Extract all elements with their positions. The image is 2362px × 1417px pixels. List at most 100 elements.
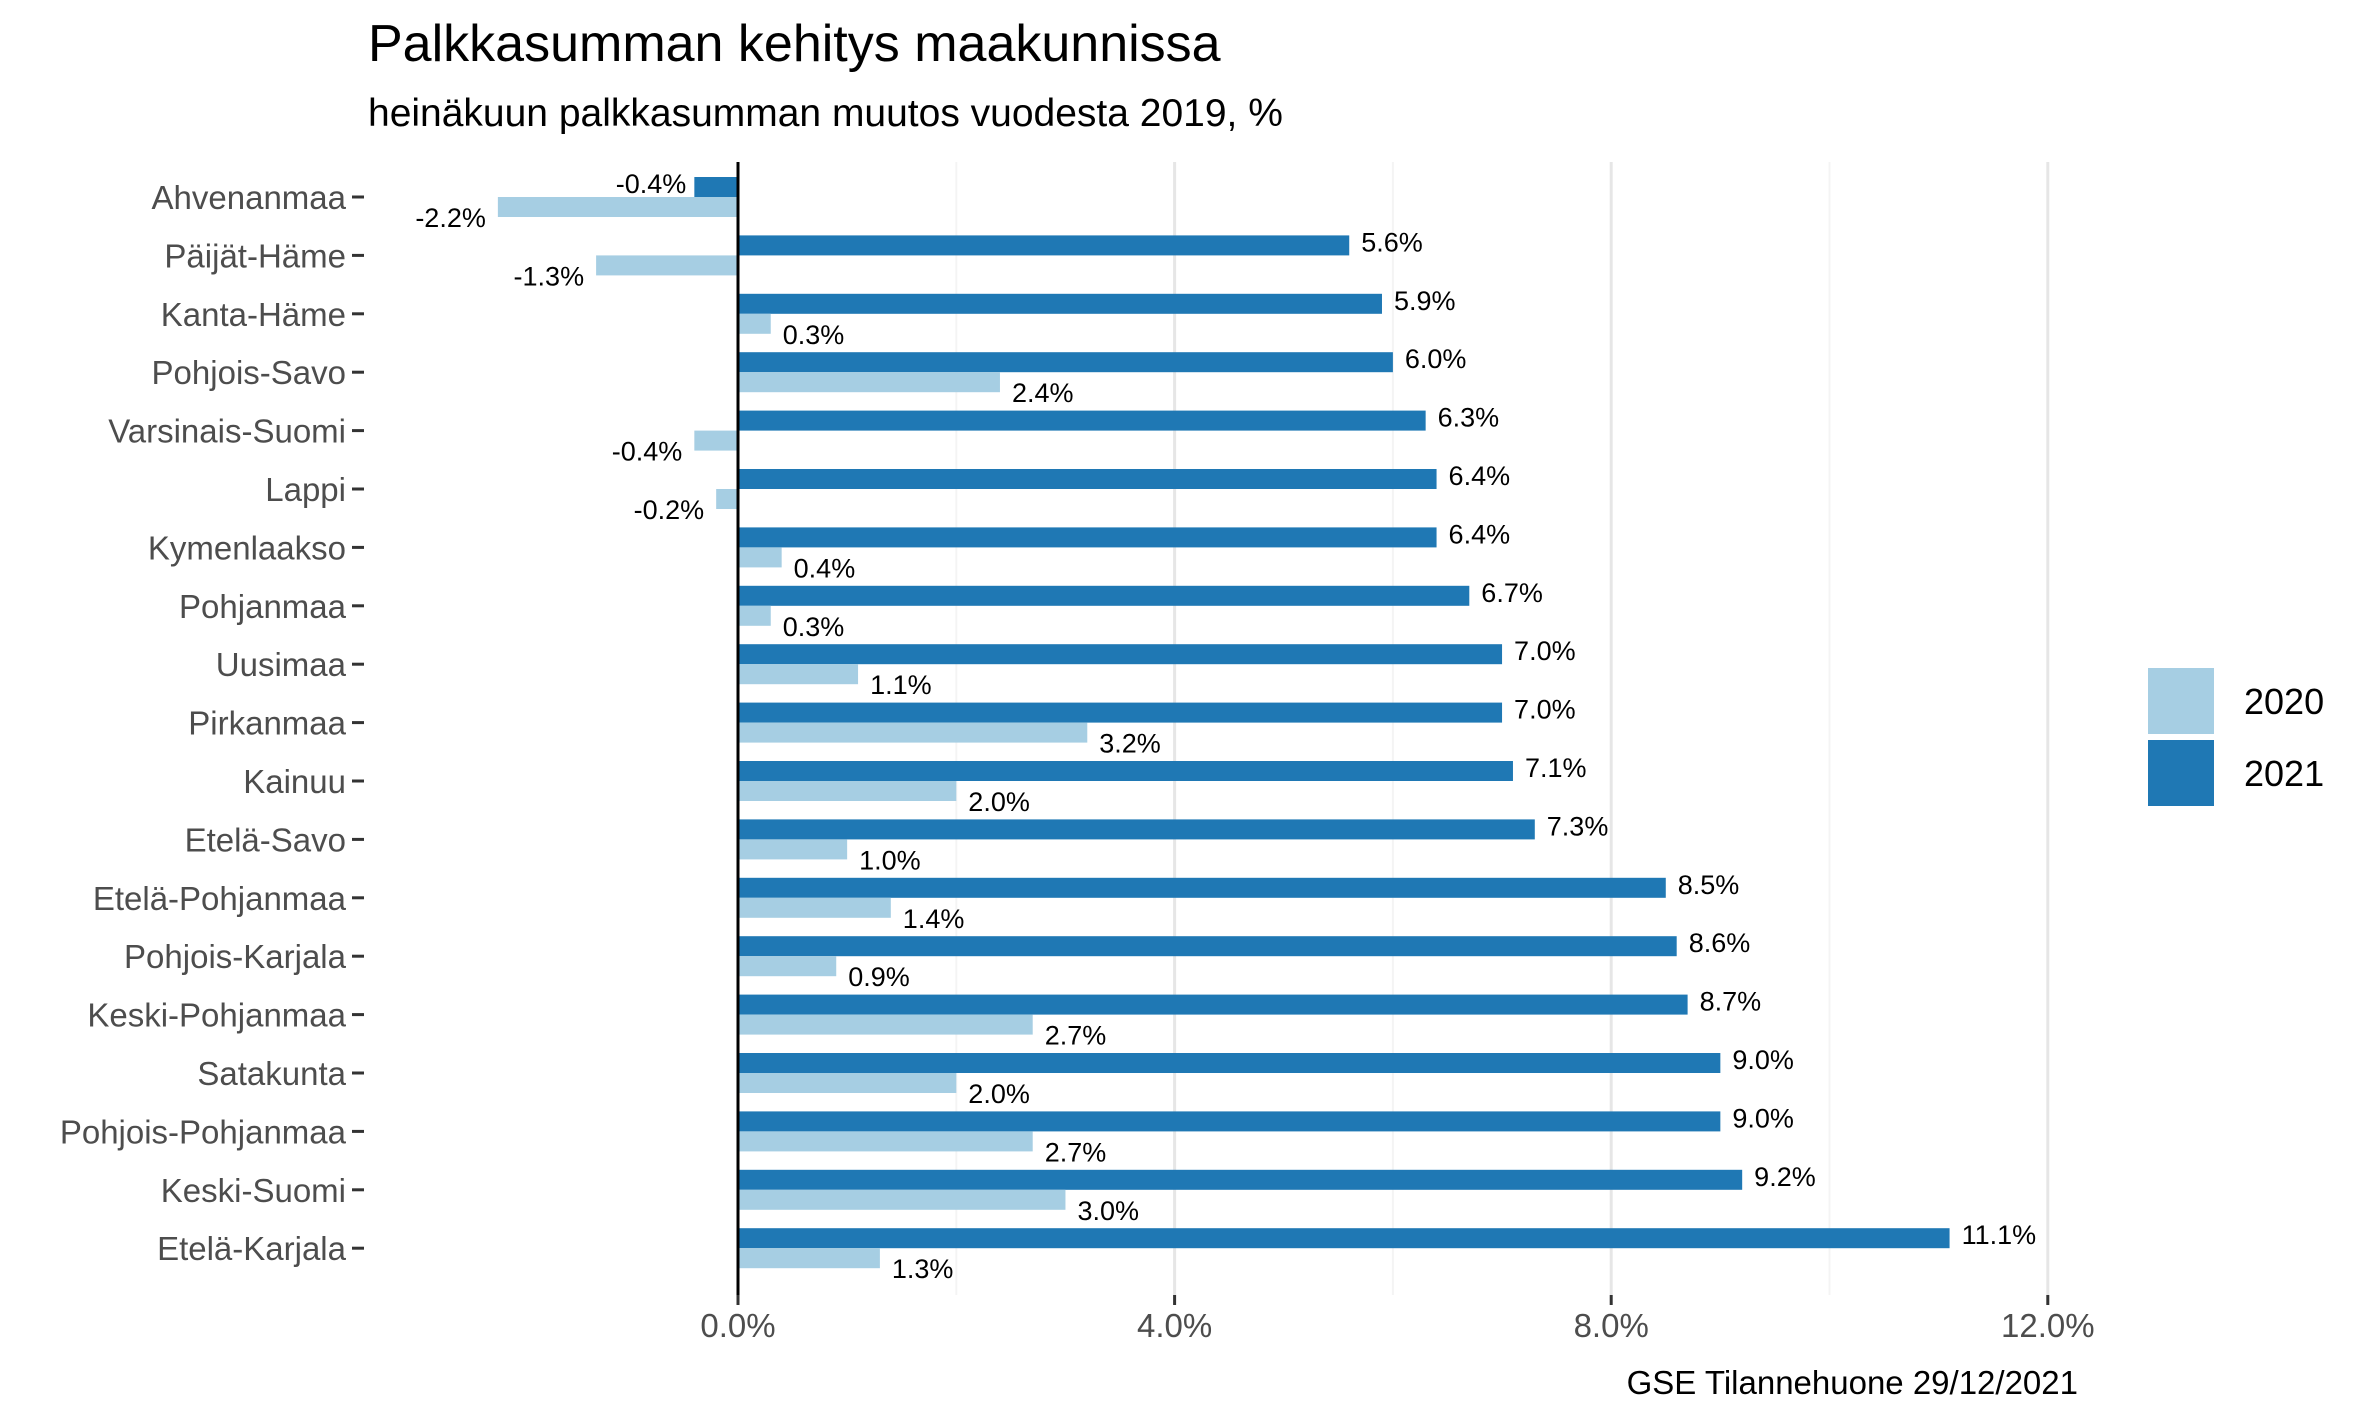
x-tick-label: 12.0% [2001, 1307, 2095, 1344]
data-label-2021: 6.4% [1449, 461, 1511, 491]
bar-2020 [738, 313, 771, 334]
category-label: Keski-Pohjanmaa [87, 997, 346, 1034]
bar-2020 [738, 547, 782, 568]
data-label-2021: 6.3% [1438, 403, 1500, 433]
bar-2021 [738, 761, 1513, 781]
legend-label-2021: 2021 [2244, 753, 2324, 794]
category-label: Keski-Suomi [161, 1172, 346, 1209]
bar-2021 [738, 352, 1393, 373]
data-label-2021: 7.1% [1525, 753, 1587, 783]
data-label-2020: 2.7% [1045, 1137, 1107, 1167]
legend-swatch-2020 [2148, 668, 2214, 734]
data-label-2020: 1.1% [870, 670, 932, 700]
bar-2021 [738, 410, 1426, 431]
data-label-2021: 8.5% [1678, 870, 1740, 900]
data-label-2020: 1.0% [859, 845, 921, 875]
category-label: Varsinais-Suomi [108, 413, 346, 450]
bar-2021 [738, 1111, 1721, 1132]
data-label-2020: 2.0% [968, 1079, 1030, 1109]
data-label-2021: 5.6% [1361, 227, 1423, 257]
bar-2020 [738, 897, 891, 918]
bar-2021 [738, 1228, 1950, 1249]
data-label-2020: 0.3% [783, 612, 845, 642]
bar-2020 [738, 372, 1000, 393]
chart-title: Palkkasumman kehitys maakunnissa [368, 15, 1221, 73]
bar-2021 [738, 527, 1437, 548]
data-label-2020: -0.2% [634, 495, 705, 525]
data-label-2020: 2.0% [968, 787, 1030, 817]
category-label: Päijät-Häme [164, 237, 346, 274]
bar-2020 [497, 197, 738, 217]
bar-2020 [738, 956, 837, 977]
bar-2020 [738, 781, 957, 801]
data-label-2020: -2.2% [415, 203, 486, 233]
bar-2021 [738, 819, 1535, 840]
data-label-2020: -0.4% [612, 437, 683, 467]
bar-2021 [738, 702, 1503, 723]
data-label-2021: 6.0% [1405, 344, 1467, 374]
category-label: Etelä-Savo [185, 821, 346, 858]
data-label-2021: 8.7% [1700, 987, 1762, 1017]
legend: 2020 2021 [2148, 668, 2324, 806]
category-label: Ahvenanmaa [152, 179, 347, 216]
data-label-2020: 3.0% [1077, 1196, 1139, 1226]
bar-2021 [738, 235, 1350, 256]
bar-2020 [738, 1073, 957, 1093]
bar-2021 [694, 177, 738, 197]
data-label-2021: 6.7% [1481, 578, 1543, 608]
legend-swatch-2021 [2148, 740, 2214, 806]
data-label-2020: 2.4% [1012, 378, 1074, 408]
data-label-2020: 0.9% [848, 962, 910, 992]
data-label-2020: 1.4% [903, 904, 965, 934]
data-label-2021: -0.4% [616, 169, 687, 199]
x-tick-label: 0.0% [700, 1307, 775, 1344]
bar-2020 [596, 255, 738, 276]
category-label: Etelä-Karjala [157, 1230, 347, 1267]
data-label-2020: 3.2% [1099, 729, 1161, 759]
data-label-2021: 9.2% [1754, 1162, 1816, 1192]
bar-2021 [738, 1053, 1721, 1073]
data-label-2020: -1.3% [514, 261, 585, 291]
bar-2021 [738, 469, 1437, 489]
data-label-2021: 9.0% [1732, 1045, 1794, 1075]
category-label: Pohjois-Pohjanmaa [60, 1113, 347, 1150]
bar-2020 [694, 430, 738, 451]
category-label: Pohjanmaa [179, 588, 347, 625]
category-label: Uusimaa [216, 646, 347, 683]
category-label: Pohjois-Karjala [124, 938, 347, 975]
category-label: Satakunta [197, 1055, 346, 1092]
chart-caption: GSE Tilannehuone 29/12/2021 [1626, 1364, 2078, 1401]
bar-2021 [738, 994, 1688, 1015]
legend-label-2020: 2020 [2244, 681, 2324, 722]
bar-2020 [738, 1248, 880, 1269]
bar-2020 [738, 1014, 1033, 1035]
data-label-2020: 0.4% [794, 553, 856, 583]
data-label-2020: 0.3% [783, 320, 845, 350]
chart-subtitle: heinäkuun palkkasumman muutos vuodesta 2… [368, 92, 1283, 135]
bar-2020 [738, 605, 771, 626]
data-label-2021: 7.3% [1547, 811, 1609, 841]
bar-2021 [738, 936, 1677, 957]
bar-2020 [738, 722, 1088, 743]
data-label-2021: 9.0% [1732, 1103, 1794, 1133]
x-tick-label: 8.0% [1574, 1307, 1649, 1344]
bar-2020 [738, 839, 848, 860]
category-label: Kymenlaakso [148, 529, 346, 566]
category-label: Lappi [265, 471, 346, 508]
category-label: Pirkanmaa [188, 705, 346, 742]
bar-2021 [738, 877, 1666, 898]
bar-2020 [738, 1131, 1033, 1152]
bar-2021 [738, 293, 1382, 314]
data-label-2020: 1.3% [892, 1254, 954, 1284]
bar-2021 [738, 585, 1470, 606]
bar-2021 [738, 644, 1503, 665]
data-label-2021: 11.1% [1962, 1220, 2037, 1250]
data-label-2021: 6.4% [1449, 519, 1511, 549]
category-label: Kanta-Häme [161, 296, 346, 333]
bar-2020 [716, 489, 738, 509]
data-label-2021: 7.0% [1514, 695, 1576, 725]
category-label: Kainuu [243, 763, 346, 800]
data-label-2021: 5.9% [1394, 286, 1456, 316]
